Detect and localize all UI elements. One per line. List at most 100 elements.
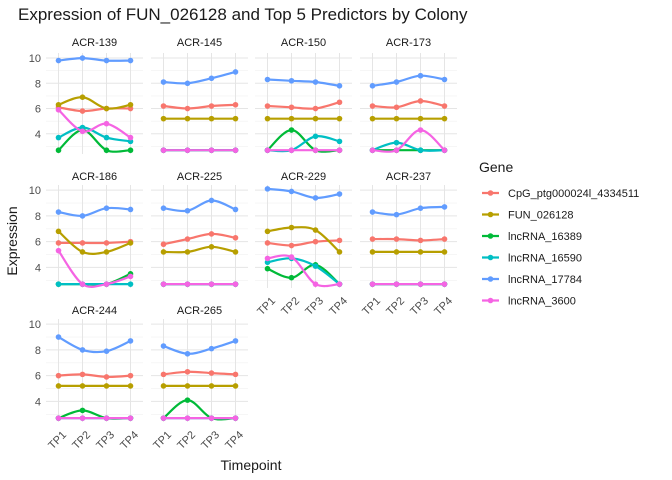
data-point (103, 105, 110, 112)
legend-label: lncRNA_17784 (508, 274, 582, 286)
data-point (55, 57, 62, 64)
facet-panel: ACR-186 4 6 8 10 (29, 171, 143, 289)
data-point (79, 108, 86, 114)
data-point (127, 57, 134, 64)
facet-strip-label: ACR-244 (72, 305, 117, 317)
data-point (55, 415, 62, 421)
data-point (369, 103, 376, 109)
x-tick-label: TP3 (303, 295, 326, 318)
data-point (264, 228, 271, 235)
series-line (371, 99, 446, 109)
data-point (232, 206, 239, 213)
series-line (371, 237, 446, 242)
data-point (417, 127, 424, 133)
data-point (232, 281, 239, 287)
x-tick-label: TP4 (327, 295, 350, 318)
data-point (336, 147, 343, 154)
series-line (57, 373, 132, 379)
data-point (232, 371, 239, 378)
data-point (417, 237, 424, 244)
data-point (312, 79, 319, 85)
series-line (162, 199, 237, 213)
data-point (103, 134, 110, 141)
data-point (208, 115, 215, 122)
data-point (288, 188, 295, 195)
y-tick-label: 4 (35, 262, 41, 274)
data-point (312, 263, 319, 269)
series-line (266, 78, 341, 87)
data-point (160, 115, 167, 122)
data-point (232, 415, 239, 421)
series-line (162, 339, 237, 355)
x-tick-label: TP3 (408, 295, 431, 318)
series-line (57, 335, 132, 354)
data-point (288, 147, 295, 154)
data-point (417, 115, 424, 122)
data-point (79, 213, 86, 219)
data-point (264, 265, 271, 272)
series-line (57, 206, 132, 218)
series-line (57, 96, 132, 110)
data-point (208, 75, 215, 82)
data-point (288, 254, 295, 260)
x-tick-label: TP3 (199, 429, 222, 452)
series-line (57, 230, 132, 255)
facet-strip-label: ACR-225 (177, 171, 222, 183)
legend-key-point (487, 190, 494, 196)
data-point (393, 147, 400, 154)
data-point (312, 281, 319, 287)
data-point (336, 237, 343, 244)
x-tick-label: TP1 (360, 295, 383, 318)
data-point (369, 236, 376, 242)
data-point (55, 334, 62, 340)
data-point (393, 139, 400, 146)
series-line (162, 70, 237, 85)
data-point (208, 103, 215, 109)
data-point (312, 227, 319, 233)
data-point (288, 274, 295, 281)
data-point (208, 147, 215, 154)
data-point (103, 383, 110, 389)
facet-panel: ACR-225 (151, 171, 248, 288)
x-tick-label: TP4 (223, 429, 246, 452)
data-point (184, 368, 191, 375)
data-point (264, 147, 271, 154)
data-point (55, 147, 62, 154)
facet-panel: ACR-237 TP1 TP2 TP3 TP4 (360, 171, 457, 318)
facet-strip-label: ACR-265 (177, 305, 222, 317)
data-point (79, 281, 86, 287)
data-point (312, 115, 319, 122)
y-tick-label: 8 (35, 211, 41, 223)
data-point (79, 415, 86, 421)
y-tick-label: 6 (35, 104, 41, 116)
facet-panel: ACR-244 4 6 8 10 TP1 TP2 TP3 TP4 (29, 305, 143, 452)
x-tick-label: TP2 (384, 295, 407, 318)
series-line (266, 128, 341, 153)
data-point (417, 147, 424, 154)
data-point (288, 224, 295, 231)
series-line (57, 108, 132, 139)
series-line (162, 103, 237, 110)
data-point (55, 281, 62, 287)
data-point (417, 281, 424, 287)
data-point (208, 244, 215, 250)
facet-strip-label: ACR-186 (72, 171, 117, 183)
data-point (160, 79, 167, 85)
data-point (288, 127, 295, 133)
data-point (208, 345, 215, 352)
data-point (184, 105, 191, 112)
data-point (264, 103, 271, 109)
data-point (417, 205, 424, 211)
data-point (208, 415, 215, 421)
series-line (371, 141, 446, 152)
series-line (162, 370, 237, 376)
series-line (371, 205, 446, 216)
data-point (417, 98, 424, 104)
legend-label: lncRNA_16389 (508, 231, 582, 243)
data-point (441, 115, 448, 122)
data-point (208, 197, 215, 204)
data-point (312, 195, 319, 201)
series-line (57, 249, 132, 289)
legend-label: lncRNA_16590 (508, 253, 582, 265)
